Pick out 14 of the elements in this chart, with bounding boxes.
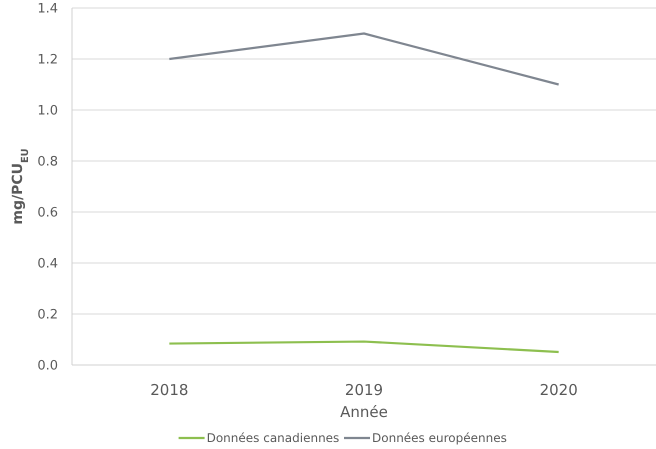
y-tick-label: 1.0 <box>37 104 58 119</box>
x-tick-label: 2020 <box>540 381 578 399</box>
legend-label: Données canadiennes <box>206 431 340 446</box>
legend-label: Données européennes <box>372 431 507 446</box>
y-tick-label: 0.0 <box>37 358 58 374</box>
y-tick-label: 0.8 <box>37 154 58 170</box>
y-tick-label: 1.4 <box>37 2 58 17</box>
y-tick-label: 0.2 <box>37 308 58 323</box>
y-tick-label: 0.4 <box>37 256 58 272</box>
x-tick-label: 2018 <box>150 381 188 399</box>
x-tick-label: 2019 <box>344 381 384 399</box>
y-tick-label: 0.6 <box>37 206 58 221</box>
x-axis-title: Année <box>340 403 388 421</box>
y-tick-label: 1.2 <box>37 52 58 68</box>
